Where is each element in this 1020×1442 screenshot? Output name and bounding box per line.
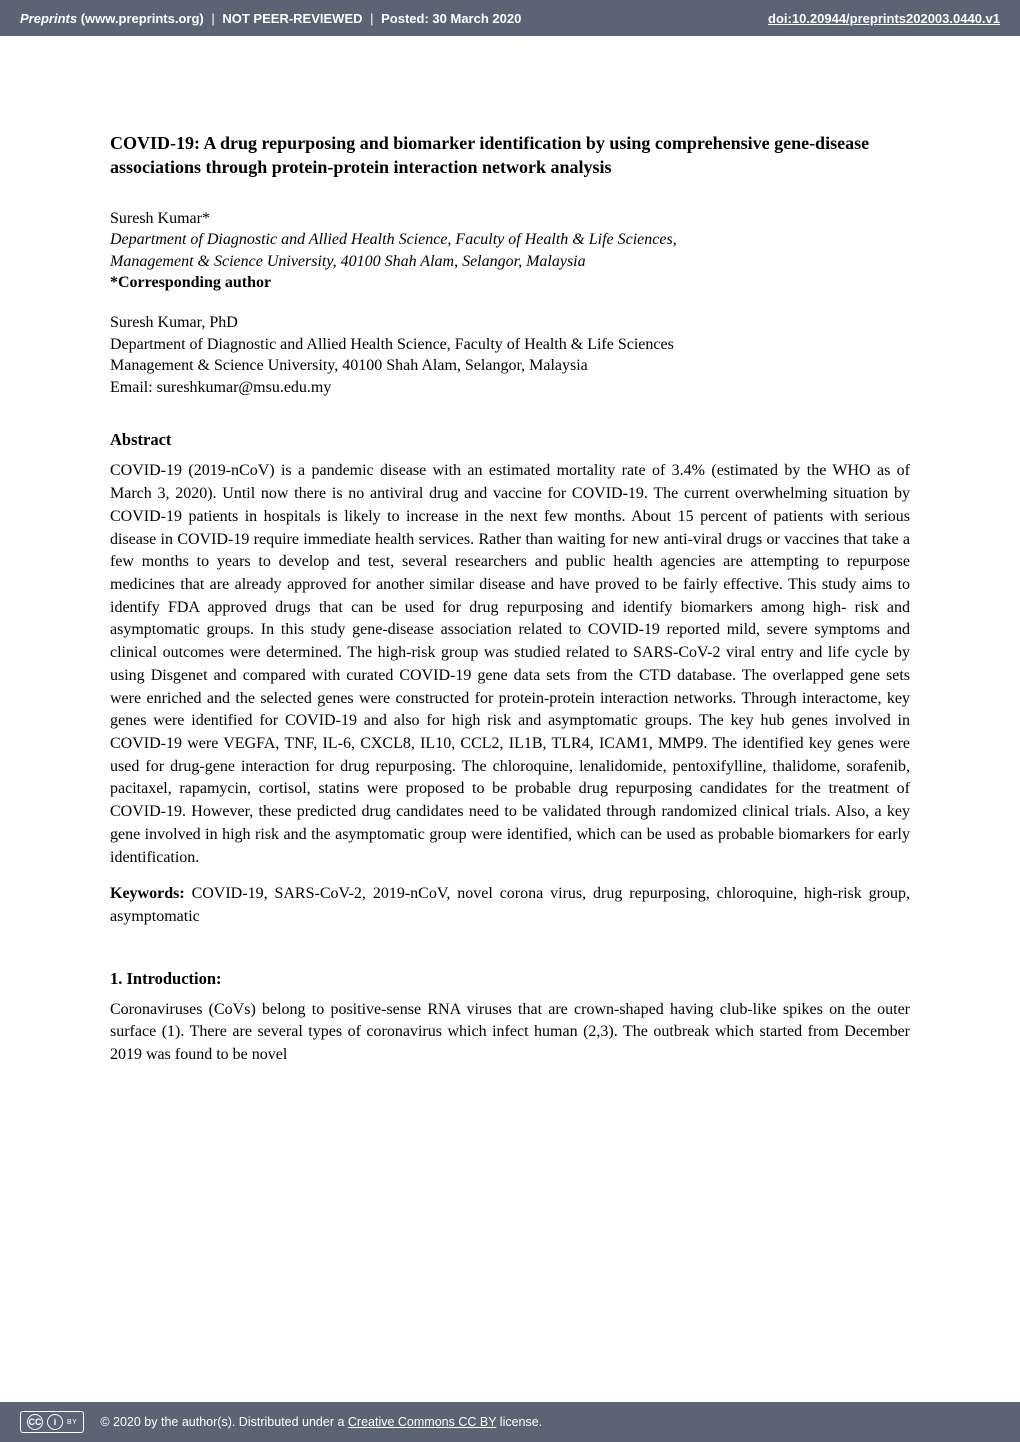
keywords-label: Keywords: xyxy=(110,885,185,902)
contact-email: Email: sureshkumar@msu.edu.my xyxy=(110,377,910,399)
copyright-prefix: © 2020 by the author(s). Distributed und… xyxy=(100,1415,348,1429)
copyright-suffix: license. xyxy=(496,1415,542,1429)
author-name: Suresh Kumar* xyxy=(110,208,910,230)
paper-title: COVID-19: A drug repurposing and biomark… xyxy=(110,131,910,180)
keywords-text: COVID-19, SARS-CoV-2, 2019-nCoV, novel c… xyxy=(110,885,910,925)
author-affiliation-line1: Department of Diagnostic and Allied Heal… xyxy=(110,229,910,251)
introduction-body: Coronaviruses (CoVs) belong to positive-… xyxy=(110,999,910,1067)
footer-copyright: © 2020 by the author(s). Distributed und… xyxy=(100,1415,542,1429)
header-left: Preprints (www.preprints.org) | NOT PEER… xyxy=(20,11,521,26)
author-block: Suresh Kumar* Department of Diagnostic a… xyxy=(110,208,910,294)
introduction-heading: 1. Introduction: xyxy=(110,969,910,989)
cc-icon: CC xyxy=(27,1414,43,1430)
page-content: COVID-19: A drug repurposing and biomark… xyxy=(0,36,1020,1067)
abstract-body: COVID-19 (2019-nCoV) is a pandemic disea… xyxy=(110,460,910,869)
author-affiliation-line2: Management & Science University, 40100 S… xyxy=(110,251,910,273)
license-footer-bar: CC i BY © 2020 by the author(s). Distrib… xyxy=(0,1402,1020,1442)
cc-by-badge-icon: CC i BY xyxy=(20,1411,84,1433)
corresponding-author-label: *Corresponding author xyxy=(110,272,910,294)
contact-block: Suresh Kumar, PhD Department of Diagnost… xyxy=(110,312,910,398)
license-link[interactable]: Creative Commons CC BY xyxy=(348,1415,496,1429)
separator: | xyxy=(211,11,214,26)
keywords-block: Keywords: COVID-19, SARS-CoV-2, 2019-nCo… xyxy=(110,883,910,928)
contact-univ: Management & Science University, 40100 S… xyxy=(110,355,910,377)
site-url: (www.preprints.org) xyxy=(81,11,204,26)
not-peer-reviewed-label: NOT PEER-REVIEWED xyxy=(222,11,362,26)
site-name-italic: Preprints xyxy=(20,11,77,26)
separator: | xyxy=(370,11,373,26)
by-text: BY xyxy=(67,1419,77,1426)
posted-date: Posted: 30 March 2020 xyxy=(381,11,521,26)
preprint-header-bar: Preprints (www.preprints.org) | NOT PEER… xyxy=(0,0,1020,36)
abstract-heading: Abstract xyxy=(110,430,910,450)
contact-dept: Department of Diagnostic and Allied Heal… xyxy=(110,334,910,356)
contact-name: Suresh Kumar, PhD xyxy=(110,312,910,334)
doi-link[interactable]: doi:10.20944/preprints202003.0440.v1 xyxy=(768,11,1000,26)
by-icon: i xyxy=(47,1414,63,1430)
